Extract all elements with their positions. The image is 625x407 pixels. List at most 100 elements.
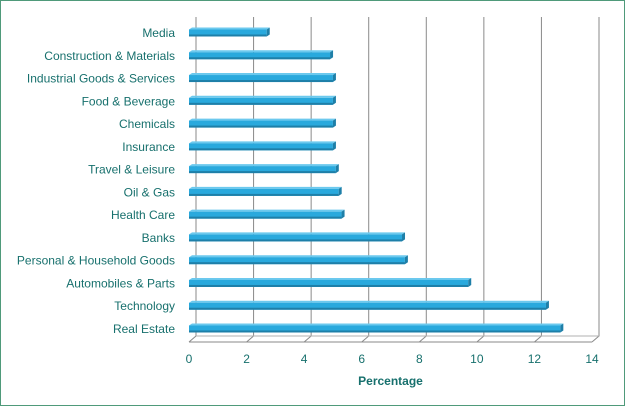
bar bbox=[189, 277, 472, 287]
bar bbox=[189, 164, 339, 174]
bar-shadow bbox=[189, 57, 331, 60]
bar-front-face bbox=[189, 234, 403, 242]
gridline-8 bbox=[418, 17, 427, 343]
bar-top-face bbox=[189, 73, 336, 76]
bar-shadow bbox=[189, 171, 336, 174]
bar-front-face bbox=[189, 325, 561, 333]
bar-top-face bbox=[189, 323, 564, 326]
bar-end-face bbox=[332, 118, 336, 128]
gridline-4 bbox=[303, 17, 312, 343]
bar bbox=[189, 50, 334, 60]
bar bbox=[189, 186, 342, 196]
bar bbox=[189, 323, 564, 333]
bar-front-face bbox=[189, 97, 333, 105]
category-label: Industrial Goods & Services bbox=[27, 72, 175, 86]
bar-shadow bbox=[189, 330, 561, 333]
bar-top-face bbox=[189, 209, 345, 212]
category-label: Insurance bbox=[122, 140, 175, 154]
bar-end-face bbox=[560, 323, 564, 333]
x-tick-label: 10 bbox=[470, 352, 484, 366]
category-label: Construction & Materials bbox=[44, 49, 175, 63]
bar-front-face bbox=[189, 211, 342, 219]
bar-end-face bbox=[341, 209, 345, 219]
gridline-10 bbox=[476, 17, 485, 343]
bar-front-face bbox=[189, 52, 331, 60]
x-tick-label: 8 bbox=[416, 352, 423, 366]
bar-top-face bbox=[189, 164, 339, 167]
bar-end-face bbox=[468, 277, 472, 287]
x-tick-label: 6 bbox=[358, 352, 365, 366]
gridline-0 bbox=[188, 17, 197, 343]
bar-top-face bbox=[189, 277, 472, 280]
x-tick-labels: 0 2 4 6 8 10 12 14 bbox=[186, 352, 599, 366]
bar-end-face bbox=[332, 73, 336, 83]
bar-end-face bbox=[332, 95, 336, 105]
category-label: Chemicals bbox=[119, 117, 175, 131]
bar-front-face bbox=[189, 302, 546, 310]
bar-shadow bbox=[189, 34, 267, 37]
bar-top-face bbox=[189, 255, 408, 258]
bar-end-face bbox=[545, 300, 549, 310]
category-label: Banks bbox=[142, 231, 175, 245]
bar-top-face bbox=[189, 232, 406, 235]
category-label: Oil & Gas bbox=[124, 185, 175, 199]
category-labels: Media Construction & Materials Industrial … bbox=[17, 26, 175, 336]
x-tick-label: 2 bbox=[243, 352, 250, 366]
bar-front-face bbox=[189, 166, 336, 174]
gridlines bbox=[188, 17, 600, 343]
bar-end-face bbox=[330, 50, 334, 60]
bar-top-face bbox=[189, 186, 342, 189]
bar-end-face bbox=[266, 27, 270, 37]
gridline-2 bbox=[246, 17, 255, 343]
gridline-6 bbox=[361, 17, 370, 343]
bar-shadow bbox=[189, 80, 333, 83]
x-tick-label: 12 bbox=[528, 352, 542, 366]
bar bbox=[189, 300, 549, 310]
bar-end-face bbox=[332, 141, 336, 151]
bar bbox=[189, 232, 406, 242]
bar bbox=[189, 95, 336, 105]
gridline-12 bbox=[534, 17, 542, 343]
x-tick-label: 4 bbox=[301, 352, 308, 366]
bar-shadow bbox=[189, 216, 342, 219]
category-label: Food & Beverage bbox=[82, 94, 176, 108]
gridline-14 bbox=[591, 17, 600, 343]
bar-shadow bbox=[189, 148, 333, 151]
bar-top-face bbox=[189, 118, 336, 121]
bar bbox=[189, 141, 336, 151]
bar-end-face bbox=[402, 232, 406, 242]
bar bbox=[189, 255, 408, 265]
bar-front-face bbox=[189, 143, 333, 151]
bar bbox=[189, 73, 336, 83]
bar-top-face bbox=[189, 50, 334, 53]
bar-front-face bbox=[189, 188, 339, 196]
bar bbox=[189, 27, 270, 37]
bar-top-face bbox=[189, 141, 336, 144]
bar-shadow bbox=[189, 284, 469, 287]
x-tick-label: 0 bbox=[186, 352, 193, 366]
category-label: Technology bbox=[114, 299, 175, 313]
category-label: Media bbox=[142, 26, 175, 40]
bar-front-face bbox=[189, 75, 333, 83]
bar-top-face bbox=[189, 95, 336, 98]
bar-end-face bbox=[404, 255, 408, 265]
x-axis-title: Percentage bbox=[358, 374, 423, 388]
category-label: Personal & Household Goods bbox=[17, 254, 175, 268]
bar-shadow bbox=[189, 262, 405, 265]
bar-end-face bbox=[335, 164, 339, 174]
bar-top-face bbox=[189, 27, 270, 30]
bar-end-face bbox=[338, 186, 342, 196]
category-label: Automobiles & Parts bbox=[66, 276, 175, 290]
bar-shadow bbox=[189, 239, 403, 242]
bar-shadow bbox=[189, 307, 546, 310]
bar-shadow bbox=[189, 193, 339, 196]
bar-front-face bbox=[189, 257, 405, 265]
bar-front-face bbox=[189, 279, 469, 287]
category-label: Real Estate bbox=[113, 322, 175, 336]
category-label: Travel & Leisure bbox=[88, 163, 175, 177]
bar-front-face bbox=[189, 120, 333, 128]
bar bbox=[189, 118, 336, 128]
bar bbox=[189, 209, 345, 219]
bar-shadow bbox=[189, 125, 333, 128]
